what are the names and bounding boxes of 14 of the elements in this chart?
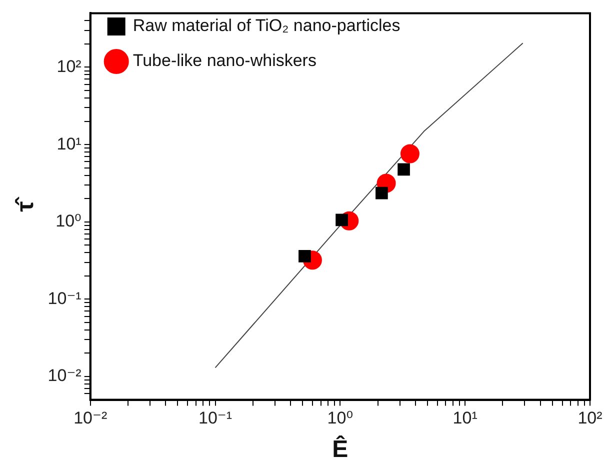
y-tick-label: 10² [56, 56, 82, 76]
x-tick-label: 10² [578, 408, 603, 428]
x-axis-title: Ê [332, 435, 348, 464]
y-tick-label: 10⁰ [56, 212, 82, 231]
x-tick-label: 10⁻² [74, 408, 108, 428]
legend-label: Tube-like nano-whiskers [132, 51, 316, 70]
x-tick-label: 10⁰ [327, 408, 354, 428]
y-tick-label: 10⁻² [48, 366, 82, 386]
y-tick-label: 10¹ [56, 134, 82, 154]
x-tick-label: 10⁻¹ [198, 408, 232, 428]
y-tick-label: 10⁻¹ [48, 288, 82, 308]
y-axis-title: τ̂ [12, 196, 40, 212]
x-tick-label: 10¹ [452, 408, 478, 428]
legend-label: Raw material of TiO₂ nano-particles [132, 16, 400, 36]
